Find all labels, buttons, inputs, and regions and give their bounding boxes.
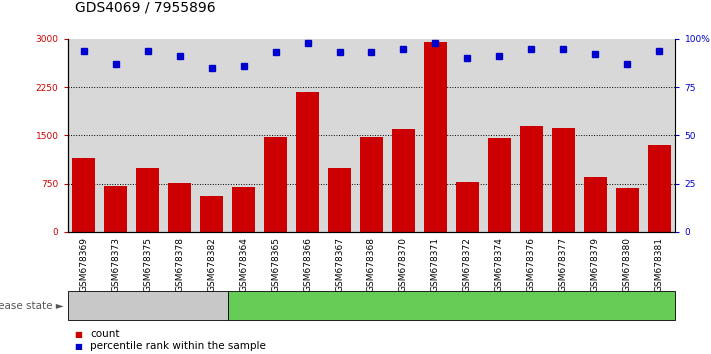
Bar: [611, 39, 643, 232]
Bar: [387, 39, 419, 232]
Text: percentile rank within the sample: percentile rank within the sample: [90, 341, 266, 351]
Bar: [360, 137, 383, 232]
Bar: [648, 145, 670, 232]
Text: ■: ■: [75, 330, 82, 339]
Bar: [616, 188, 638, 232]
Bar: [456, 182, 479, 232]
Bar: [132, 39, 164, 232]
Bar: [552, 128, 574, 232]
Bar: [515, 39, 547, 232]
Bar: [419, 39, 451, 232]
Bar: [169, 183, 191, 232]
Bar: [232, 187, 255, 232]
Bar: [68, 39, 100, 232]
Bar: [105, 185, 127, 232]
Bar: [643, 39, 675, 232]
Bar: [260, 39, 292, 232]
Bar: [264, 137, 287, 232]
Bar: [483, 39, 515, 232]
Bar: [100, 39, 132, 232]
Bar: [137, 167, 159, 232]
Text: triple negative breast cancer: triple negative breast cancer: [82, 301, 213, 310]
Bar: [488, 138, 510, 232]
Bar: [196, 39, 228, 232]
Bar: [328, 167, 351, 232]
Text: count: count: [90, 329, 119, 339]
Bar: [164, 39, 196, 232]
Bar: [228, 39, 260, 232]
Bar: [392, 129, 415, 232]
Bar: [579, 39, 611, 232]
Bar: [356, 39, 387, 232]
Text: disease state ►: disease state ►: [0, 301, 64, 311]
Bar: [451, 39, 483, 232]
Bar: [584, 177, 606, 232]
Text: non-triple negative breast cancer: non-triple negative breast cancer: [358, 301, 545, 311]
Bar: [296, 92, 319, 232]
Bar: [520, 126, 542, 232]
Text: GDS4069 / 7955896: GDS4069 / 7955896: [75, 0, 215, 14]
Bar: [201, 196, 223, 232]
Bar: [73, 158, 95, 232]
Text: ■: ■: [75, 342, 82, 351]
Bar: [547, 39, 579, 232]
Bar: [424, 41, 447, 232]
Bar: [292, 39, 324, 232]
Bar: [324, 39, 356, 232]
